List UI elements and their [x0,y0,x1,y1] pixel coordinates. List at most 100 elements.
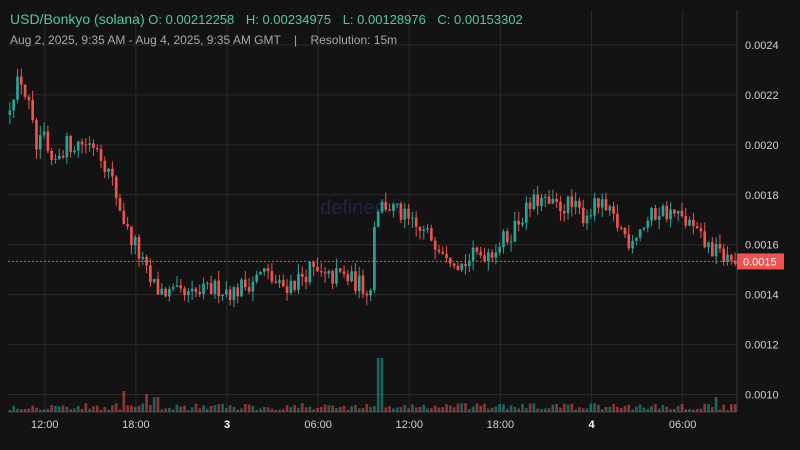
candle-body [31,100,35,121]
volume-bar [483,403,486,412]
candle-body [331,270,334,284]
volume-bar [494,406,498,412]
volume-bar [570,403,574,412]
candle-body [616,213,619,228]
candle-body [156,278,160,295]
symbol-name[interactable]: USD/Bonkyo (solana) [10,11,145,27]
candle-body [703,231,707,248]
candle-body [650,208,653,221]
volume-bar [422,404,426,412]
volume-bar [490,407,494,412]
y-tick-label: 0.0014 [745,290,779,302]
time-axis[interactable]: 12:00 18:00 3 06:00 12:00 18:00 4 06:00 [31,419,696,431]
candle-body [95,148,99,150]
volume-bar [255,409,259,412]
volume-bar [42,409,46,412]
candle-body [517,220,521,225]
candle-body [243,279,247,288]
volume-bar [566,404,570,412]
volume-bar [646,409,650,412]
volume-bar [50,405,53,412]
candle-body [722,248,726,262]
volume-bar [61,405,65,412]
candle-body [665,205,669,220]
candle-body [460,263,464,270]
candle-body [524,202,528,223]
volume-bar [388,406,391,412]
candle-body [475,247,479,252]
volume-bar [209,405,213,412]
candle-body [209,283,213,295]
price-axis[interactable]: 0.0024 0.0022 0.0020 0.0018 0.0016 0.0014 0.00… [745,40,779,402]
volume-bar [19,409,23,412]
candle-body [297,273,300,290]
candle-body [540,197,543,207]
volume-bar [502,404,505,412]
candle-body [304,276,308,283]
candle-body [228,289,232,301]
volume-bar [384,407,388,412]
volume-bar [555,404,558,412]
candle-body [729,254,733,261]
candle-body [319,271,323,273]
candle-body [122,210,126,225]
volume-bar [95,405,99,412]
candle-body [631,240,634,249]
candle-body [684,216,688,226]
candle-body [168,288,171,297]
volume-bar [27,408,31,412]
candle-body [657,215,661,220]
volume-bar [441,407,445,412]
candle-body [562,211,566,214]
volume-bar [365,404,369,412]
volume-bar [411,404,414,412]
candle-body [179,285,183,289]
candle-body [642,227,646,230]
y-tick-label: 0.0016 [745,240,779,252]
resolution-label[interactable]: Resolution: 15m [310,33,398,47]
candle-body [695,226,699,229]
volume-bar [703,403,707,412]
candle-body [278,280,281,283]
candle-body [635,237,638,241]
volume-bar [23,408,27,412]
candle-body [187,291,190,296]
candle-body [8,110,12,115]
candle-body [384,202,388,210]
volume-bar [133,406,137,412]
candle-body [433,240,437,250]
candle-body [213,280,217,295]
candle-body [445,253,448,259]
candle-body [498,247,502,253]
candle-body [23,84,27,97]
volume-bar [688,409,691,412]
volume-bar [710,407,714,412]
volume-bar [638,404,642,412]
volume-bar [319,407,323,412]
candle-body [221,294,224,297]
volume-bar [403,404,407,412]
volume-bar [392,408,395,412]
chart-subheader: Aug 2, 2025, 9:35 AM - Aug 4, 2025, 9:35… [10,33,397,47]
volume-bar [509,405,513,412]
candle-body [373,226,376,291]
volume-bar [373,406,376,412]
candle-body [103,160,107,172]
candle-body [505,231,509,243]
volume-bar [589,403,593,412]
candle-body [335,268,338,284]
volume-bar [608,406,612,412]
volume-bar [631,409,634,412]
volume-bar [361,408,365,412]
candle-body [84,144,88,146]
volume-bar [251,405,255,412]
candle-body [688,219,691,226]
candle-body [236,287,240,297]
volume-bar [654,404,657,412]
candle-body [316,266,319,272]
volume-bar [179,406,183,412]
volume-bar [141,403,145,412]
candle-body [149,265,152,283]
candle-body [312,261,315,267]
